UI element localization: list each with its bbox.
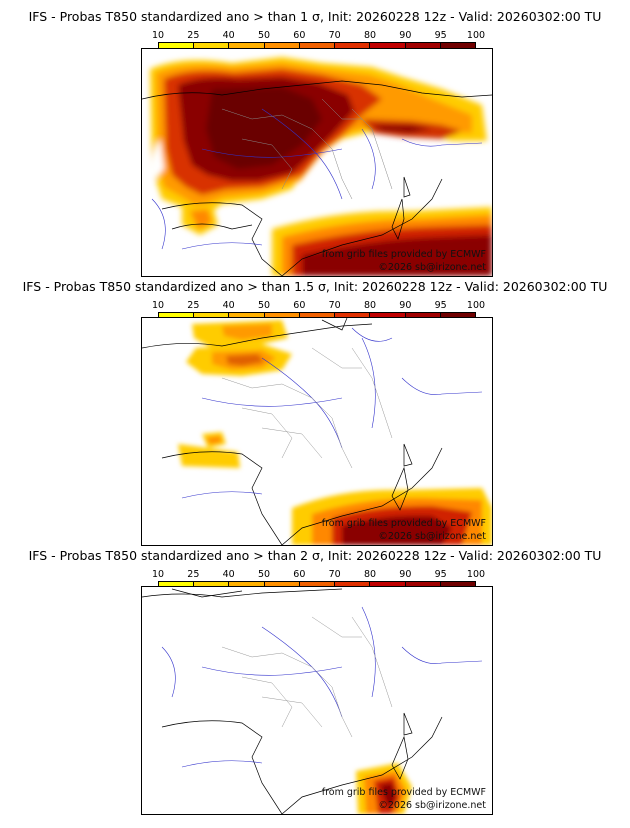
colorbar-segment [405, 43, 441, 49]
colorbar-tick-label: 60 [293, 30, 306, 41]
panel-title: IFS - Probas T850 standardized ano > tha… [28, 548, 602, 563]
colorbar-tick-label: 25 [187, 569, 200, 580]
borders [221, 98, 393, 200]
colorbar-tick-label: 40 [222, 569, 235, 580]
colorbar-tick-label: 70 [328, 569, 341, 580]
colorbar-tick-label: 100 [466, 30, 486, 41]
colorbar-segment [229, 582, 265, 588]
probability-map: from grib files provided by ECMWF ©2026 … [141, 586, 493, 815]
colorbar-tick-label: 70 [328, 300, 341, 311]
panel-1sigma: IFS - Probas T850 standardized ano > tha… [0, 9, 630, 285]
colorbar-tick-label: 25 [187, 30, 200, 41]
colorbar-segment [440, 313, 475, 319]
colorbar-tick-label: 80 [363, 569, 377, 580]
colorbar-segment [335, 582, 371, 588]
colorbar-segment [370, 43, 406, 49]
colorbar-segment [159, 582, 195, 588]
colorbar-tick-label: 10 [151, 569, 165, 580]
colorbar-tick-label: 100 [466, 569, 486, 580]
colorbar-segment [194, 43, 230, 49]
colorbar-ticks: 10 25 40 50 60 70 80 90 95 100 [152, 30, 485, 42]
colorbar-tick-label: 80 [363, 30, 377, 41]
colorbar-ticks: 10 25 40 50 60 70 80 90 95 100 [152, 569, 485, 581]
colorbar-tick-label: 50 [257, 300, 271, 311]
borders [221, 616, 393, 738]
panel-title: IFS - Probas T850 standardized ano > tha… [22, 279, 608, 294]
colorbar-segment [440, 582, 475, 588]
credit-source: from grib files provided by ECMWF [321, 249, 486, 260]
colorbar-segment [335, 313, 371, 319]
colorbar-tick-label: 90 [399, 300, 412, 311]
colorbar-tick-label: 50 [257, 30, 271, 41]
colorbar-segment [405, 582, 441, 588]
map-graphic [142, 318, 492, 545]
colorbar-tick-label: 10 [151, 300, 165, 311]
probability-shading [178, 320, 492, 545]
colorbar-segment [264, 43, 300, 49]
credit-source: from grib files provided by ECMWF [321, 518, 486, 529]
colorbar-segment [370, 582, 406, 588]
colorbar-tick-label: 60 [293, 569, 306, 580]
colorbar-ticks: 10 25 40 50 60 70 80 90 95 100 [152, 300, 485, 312]
colorbar-segment [335, 43, 371, 49]
colorbar-tick-label: 90 [399, 30, 412, 41]
colorbar-tick-label: 40 [222, 300, 235, 311]
colorbar-segment [229, 43, 265, 49]
colorbar-segment [264, 313, 300, 319]
colorbar-segment [159, 43, 195, 49]
colorbar-segment [440, 43, 475, 49]
borders [221, 347, 393, 469]
coastlines [142, 80, 492, 276]
credit-copyright: ©2026 sb@irizone.net [378, 800, 486, 811]
probability-shading [150, 57, 492, 276]
credit-copyright: ©2026 sb@irizone.net [378, 262, 486, 273]
colorbar-tick-label: 95 [434, 569, 447, 580]
rivers [161, 606, 483, 768]
colorbar-tick-label: 60 [293, 300, 306, 311]
colorbar-tick-label: 70 [328, 30, 341, 41]
colorbar-segment [229, 313, 265, 319]
colorbar-segment [299, 313, 336, 319]
colorbar-tick-label: 95 [434, 30, 447, 41]
colorbar-tick-label: 90 [399, 569, 412, 580]
credit-source: from grib files provided by ECMWF [321, 787, 486, 798]
panel-1-5sigma: IFS - Probas T850 standardized ano > tha… [0, 279, 630, 555]
colorbar-segment [194, 582, 230, 588]
colorbar-segment [264, 582, 300, 588]
colorbar-segment [299, 582, 336, 588]
map-graphic [142, 588, 483, 814]
colorbar-tick-label: 40 [222, 30, 235, 41]
probability-map: from grib files provided by ECMWF ©2026 … [141, 317, 493, 546]
colorbar-tick-label: 25 [187, 300, 200, 311]
coastlines [142, 318, 443, 545]
colorbar-tick-label: 10 [151, 30, 165, 41]
colorbar-tick-label: 100 [466, 300, 486, 311]
map-graphic [142, 57, 492, 276]
panel-title: IFS - Probas T850 standardized ano > tha… [28, 9, 602, 24]
probability-map: from grib files provided by ECMWF ©2026 … [141, 48, 493, 277]
credit-copyright: ©2026 sb@irizone.net [378, 531, 486, 542]
colorbar-tick-label: 80 [363, 300, 377, 311]
colorbar-tick-label: 95 [434, 300, 447, 311]
colorbar-segment [159, 313, 195, 319]
panel-2sigma: IFS - Probas T850 standardized ano > tha… [0, 548, 630, 824]
coastlines [142, 588, 443, 814]
colorbar-segment [194, 313, 230, 319]
colorbar-segment [299, 43, 336, 49]
colorbar-segment [405, 313, 441, 319]
colorbar-tick-label: 50 [257, 569, 271, 580]
colorbar-segment [370, 313, 406, 319]
